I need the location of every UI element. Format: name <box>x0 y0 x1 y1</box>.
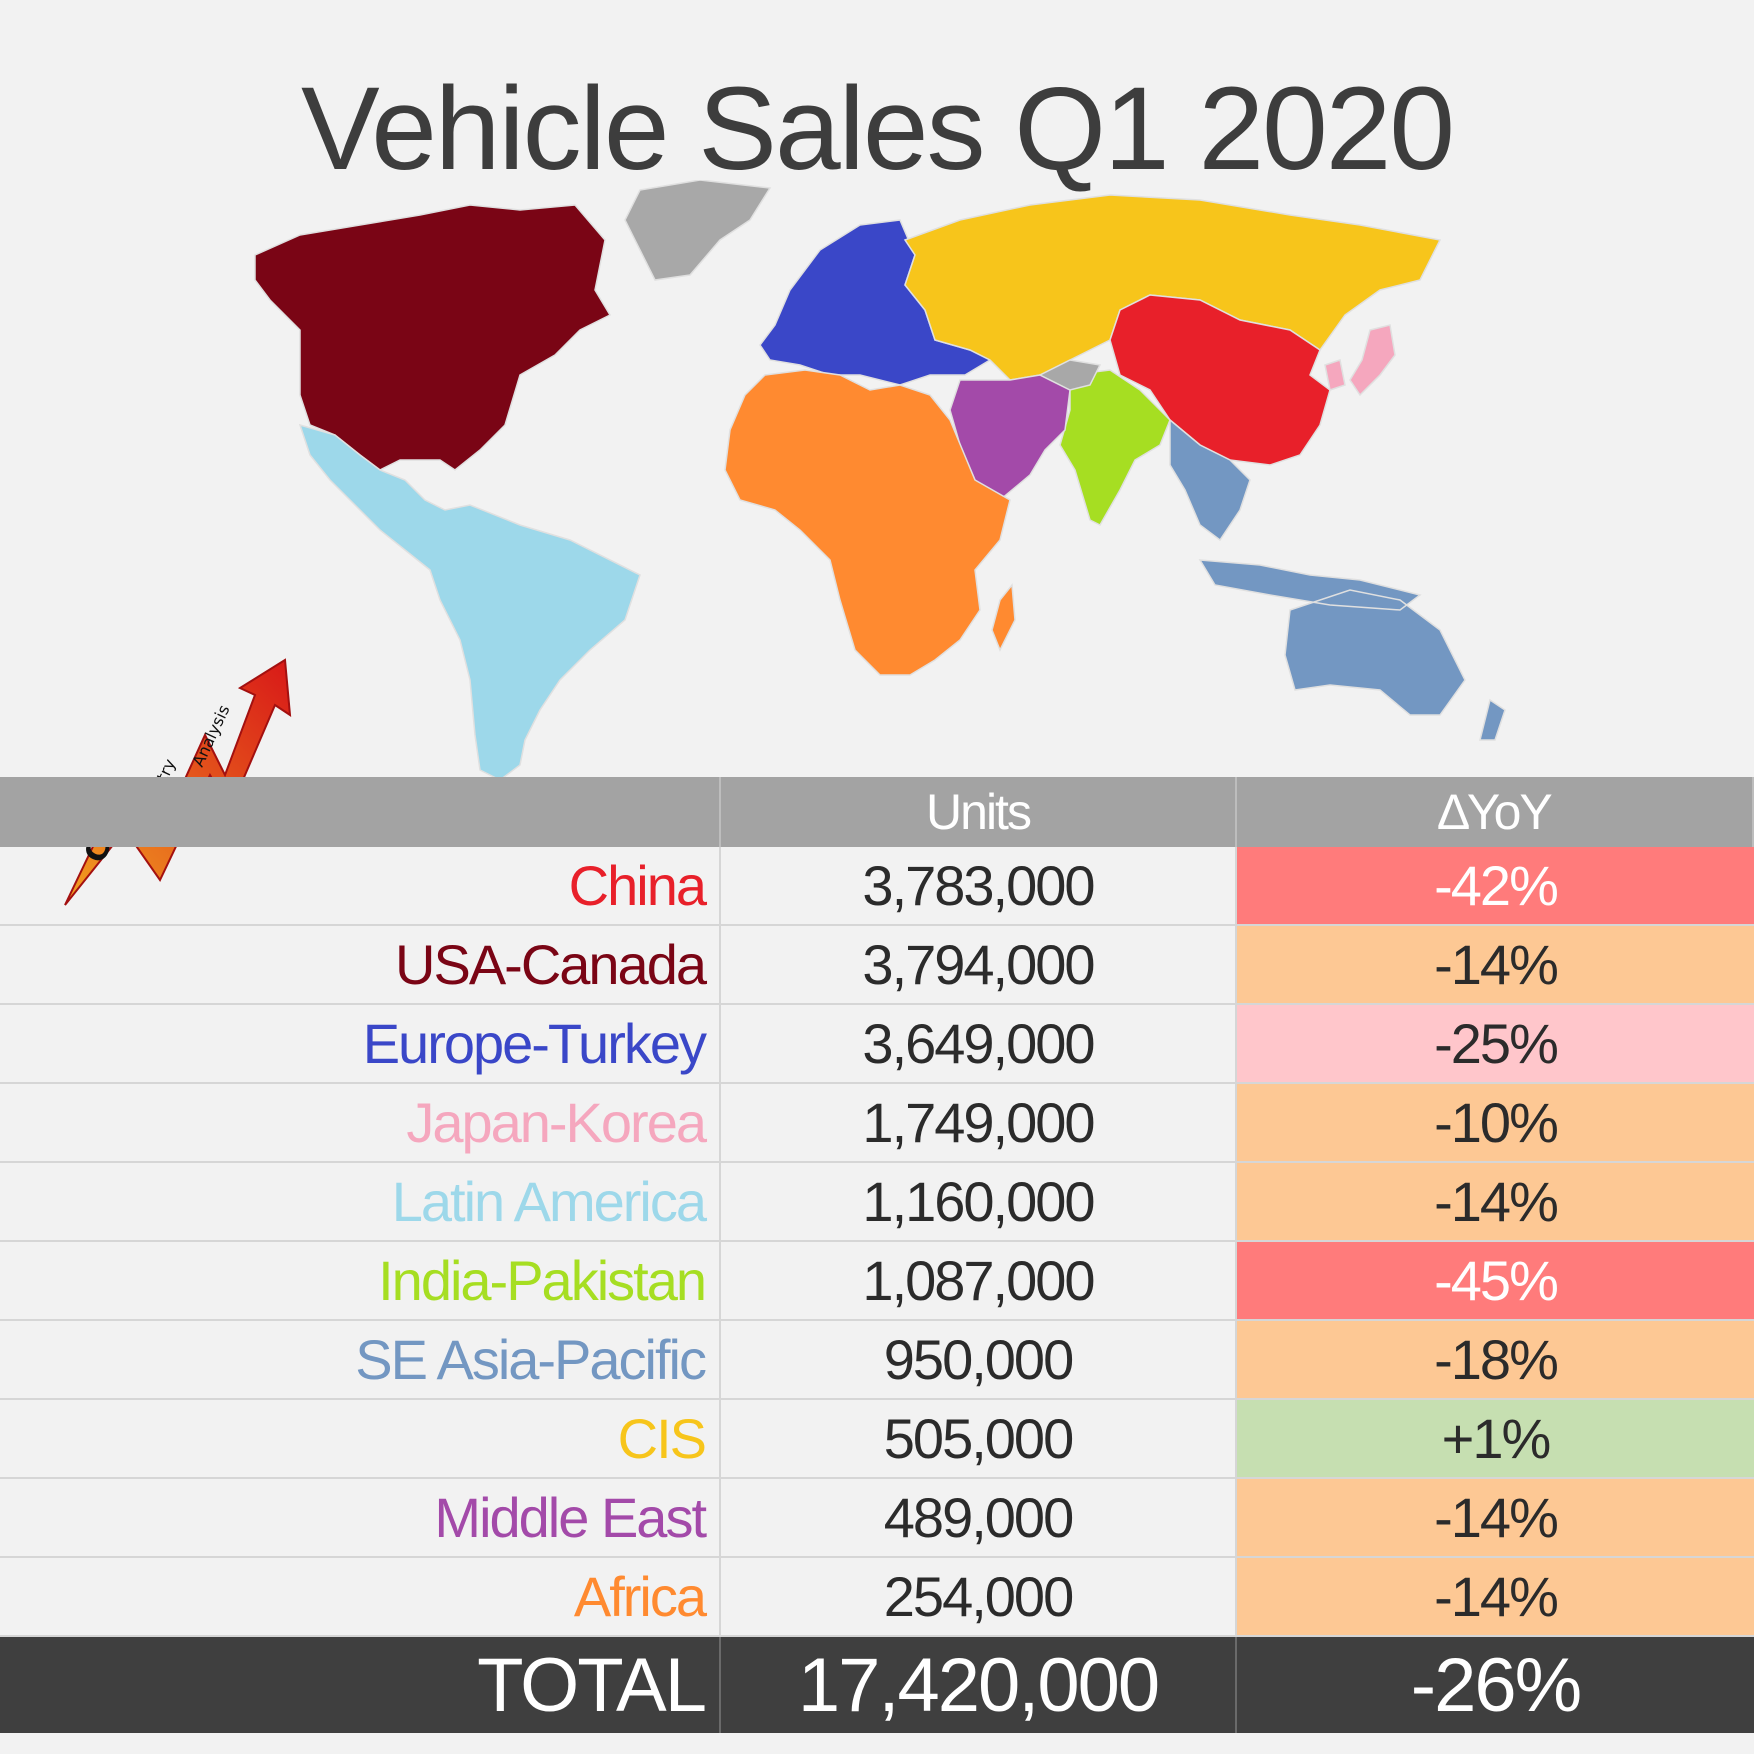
map-region-afghanistan <box>1038 359 1102 391</box>
region-units: 489,000 <box>721 1479 1237 1556</box>
region-name: Japan-Korea <box>0 1084 721 1161</box>
table-row: Middle East 489,000 -14% <box>0 1479 1754 1558</box>
map-region-africa <box>724 369 1016 676</box>
table-row: SE Asia-Pacific 950,000 -18% <box>0 1321 1754 1400</box>
region-yoy: -14% <box>1237 1479 1754 1556</box>
map-region-india-pakistan <box>1059 369 1171 526</box>
header-yoy: ∆YoY <box>1237 777 1754 847</box>
table-header: Units ∆YoY <box>0 777 1754 847</box>
region-units: 3,649,000 <box>721 1005 1237 1082</box>
map-region-greenland <box>624 180 772 281</box>
table-total-row: TOTAL 17,420,000 -26% <box>0 1637 1754 1733</box>
region-yoy: -14% <box>1237 926 1754 1003</box>
map-region-china <box>1109 294 1331 466</box>
region-name: China <box>0 847 721 924</box>
map-region-se-asia-pacific <box>1169 418 1506 741</box>
table-row: China 3,783,000 -42% <box>0 847 1754 926</box>
region-name: Europe-Turkey <box>0 1005 721 1082</box>
region-name: SE Asia-Pacific <box>0 1321 721 1398</box>
region-yoy: -14% <box>1237 1558 1754 1635</box>
region-yoy: -25% <box>1237 1005 1754 1082</box>
region-name: India-Pakistan <box>0 1242 721 1319</box>
sales-table: Units ∆YoY China 3,783,000 -42% USA-Canada 3… <box>0 777 1754 1733</box>
region-units: 254,000 <box>721 1558 1237 1635</box>
world-map <box>254 180 1506 781</box>
total-units: 17,420,000 <box>721 1637 1237 1733</box>
region-units: 950,000 <box>721 1321 1237 1398</box>
table-row: India-Pakistan 1,087,000 -45% <box>0 1242 1754 1321</box>
header-units: Units <box>721 777 1237 847</box>
table-row: Europe-Turkey 3,649,000 -25% <box>0 1005 1754 1084</box>
region-yoy: -45% <box>1237 1242 1754 1319</box>
region-name: USA-Canada <box>0 926 721 1003</box>
region-units: 3,783,000 <box>721 847 1237 924</box>
region-yoy: -10% <box>1237 1084 1754 1161</box>
table-row: CIS 505,000 +1% <box>0 1400 1754 1479</box>
region-units: 1,160,000 <box>721 1163 1237 1240</box>
total-label: TOTAL <box>0 1637 721 1733</box>
page-title: Vehicle Sales Q1 2020 <box>301 63 1455 195</box>
table-row: Latin America 1,160,000 -14% <box>0 1163 1754 1242</box>
region-units: 1,087,000 <box>721 1242 1237 1319</box>
region-yoy: -14% <box>1237 1163 1754 1240</box>
table-row: USA-Canada 3,794,000 -14% <box>0 926 1754 1005</box>
region-name: CIS <box>0 1400 721 1477</box>
total-yoy: -26% <box>1410 1642 1582 1728</box>
map-region-latin-america <box>298 423 641 781</box>
region-name: Africa <box>0 1558 721 1635</box>
region-yoy: -18% <box>1237 1321 1754 1398</box>
region-name: Latin America <box>0 1163 721 1240</box>
region-yoy: +1% <box>1237 1400 1754 1477</box>
table-row: Japan-Korea 1,749,000 -10% <box>0 1084 1754 1163</box>
region-units: 3,794,000 <box>721 926 1237 1003</box>
region-units: 505,000 <box>721 1400 1237 1477</box>
table-row: Africa 254,000 -14% <box>0 1558 1754 1637</box>
region-units: 1,749,000 <box>721 1084 1237 1161</box>
region-yoy: -42% <box>1237 847 1754 924</box>
map-region-usa-canada <box>254 204 612 471</box>
header-region <box>0 777 721 847</box>
region-name: Middle East <box>0 1479 721 1556</box>
map-region-japan-korea <box>1324 324 1396 397</box>
